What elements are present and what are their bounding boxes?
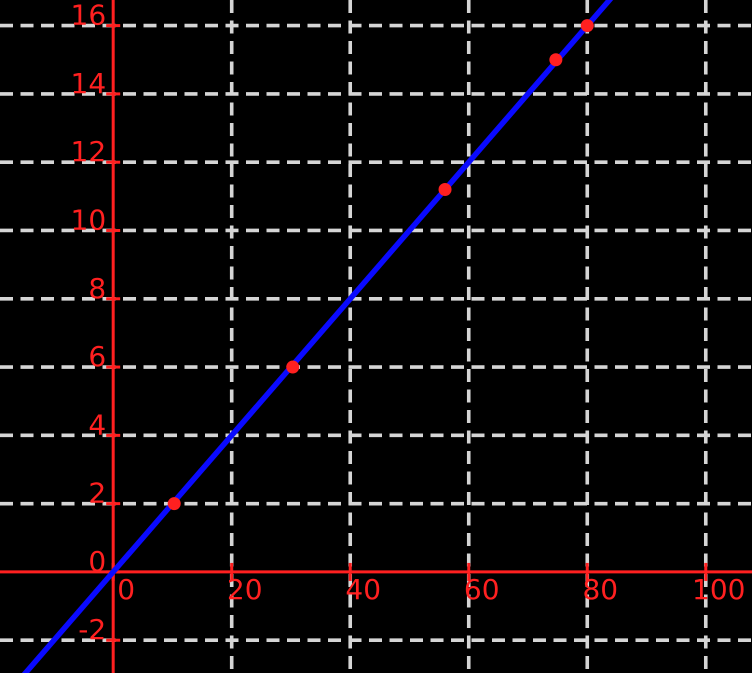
y-tick-label: 4 [88,408,106,441]
y-tick-label: 16 [71,0,107,32]
x-tick-label: 40 [345,573,381,606]
y-tick-label: 10 [71,203,107,236]
data-point [580,19,594,33]
y-tick-label: 14 [71,67,107,100]
y-tick-label: 0 [88,545,106,578]
x-tick-label: 60 [464,573,500,606]
data-point [438,183,452,197]
x-tick-label: 80 [582,573,618,606]
x-tick-label: 20 [227,573,263,606]
y-tick-label: 12 [71,135,107,168]
y-tick-label: 8 [88,272,106,305]
x-tick-label: 0 [117,573,135,606]
y-tick-label: 6 [88,340,106,373]
x-tick-label: 100 [692,573,745,606]
data-point [167,497,181,511]
data-point [286,360,300,374]
data-point [549,53,563,67]
y-tick-label: -2 [78,613,106,646]
y-tick-label: 2 [88,477,106,510]
